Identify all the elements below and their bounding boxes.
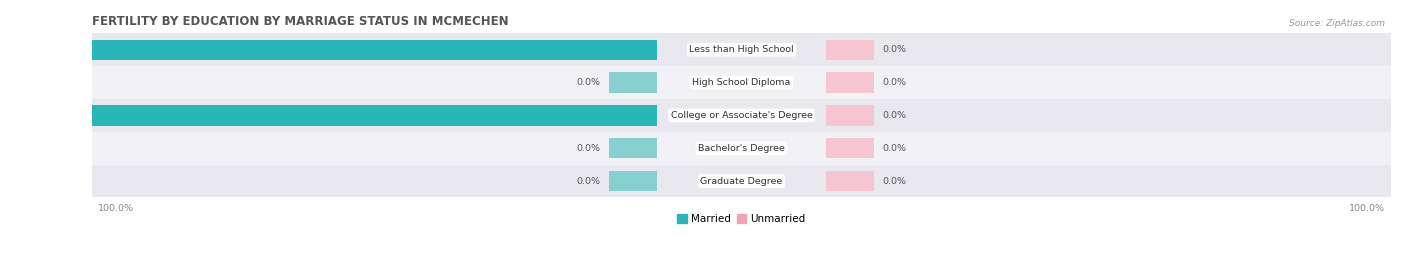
- Text: 100.0%: 100.0%: [1348, 204, 1385, 213]
- Bar: [56, 40, 658, 60]
- Text: FERTILITY BY EDUCATION BY MARRIAGE STATUS IN MCMECHEN: FERTILITY BY EDUCATION BY MARRIAGE STATU…: [91, 15, 509, 28]
- Bar: [609, 171, 658, 191]
- Bar: [91, 33, 1391, 66]
- Text: 0.0%: 0.0%: [576, 144, 600, 153]
- Bar: [825, 40, 875, 60]
- Text: Graduate Degree: Graduate Degree: [700, 176, 783, 186]
- Text: 0.0%: 0.0%: [883, 176, 907, 186]
- Text: 0.0%: 0.0%: [883, 45, 907, 54]
- Text: High School Diploma: High School Diploma: [692, 78, 790, 87]
- Text: 0.0%: 0.0%: [576, 176, 600, 186]
- Bar: [91, 132, 1391, 165]
- Bar: [609, 72, 658, 93]
- Bar: [609, 138, 658, 158]
- Bar: [91, 99, 1391, 132]
- Legend: Married, Unmarried: Married, Unmarried: [673, 210, 810, 228]
- Text: 0.0%: 0.0%: [883, 144, 907, 153]
- Bar: [825, 105, 875, 126]
- Text: Less than High School: Less than High School: [689, 45, 794, 54]
- Text: 0.0%: 0.0%: [883, 78, 907, 87]
- Bar: [91, 66, 1391, 99]
- Bar: [91, 165, 1391, 197]
- Text: 100.0%: 100.0%: [98, 204, 134, 213]
- Bar: [825, 171, 875, 191]
- Bar: [825, 72, 875, 93]
- Text: 0.0%: 0.0%: [883, 111, 907, 120]
- Text: Source: ZipAtlas.com: Source: ZipAtlas.com: [1289, 19, 1385, 28]
- Text: Bachelor's Degree: Bachelor's Degree: [699, 144, 785, 153]
- Bar: [825, 138, 875, 158]
- Text: 0.0%: 0.0%: [576, 78, 600, 87]
- Text: 100.0%: 100.0%: [8, 45, 46, 54]
- Text: College or Associate's Degree: College or Associate's Degree: [671, 111, 813, 120]
- Text: 100.0%: 100.0%: [8, 111, 46, 120]
- Bar: [56, 105, 658, 126]
